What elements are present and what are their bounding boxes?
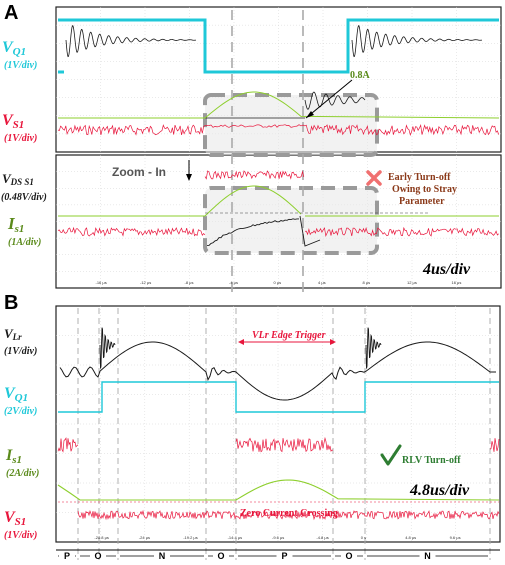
scale-vs1-a: (1V/div) — [4, 133, 37, 144]
zoom-target-box — [203, 186, 379, 255]
scale-vq1-a: (1V/div) — [4, 60, 37, 71]
current-annotation-pointer — [305, 79, 353, 119]
rlv-note: RLV Turn-off — [402, 455, 461, 466]
vlr-spike-b-1 — [99, 327, 116, 369]
vs1-noise-a-left — [57, 124, 206, 136]
vlr-trace-b — [59, 341, 496, 401]
scale-vlr-b: (1V/div) — [4, 346, 37, 357]
edge-trigger-arrow-left — [238, 339, 244, 345]
vs1-noise-a-lower-left — [57, 226, 206, 237]
scale-vq1-b: (2V/div) — [4, 406, 37, 417]
tick-label-a: 16 μs — [452, 280, 462, 285]
panel-a-time-div: 4us/div — [422, 261, 471, 278]
vs1-noise-a-lower-right — [304, 226, 499, 237]
label-vq1-a: VQ1 — [2, 39, 26, 58]
is1-noise-b-mid — [235, 436, 334, 453]
tick-label-a: -16 μs — [96, 280, 107, 285]
zoom-in-label: Zoom - In — [112, 165, 166, 179]
current-annotation-arrowhead — [306, 111, 314, 118]
tick-label-b: -28.8 μs — [94, 535, 109, 540]
tick-label-b: -9.6 μs — [272, 535, 284, 540]
vlr-ring-a-3 — [304, 91, 366, 110]
segment-label: P — [64, 551, 70, 561]
panel-a-letter: A — [4, 2, 18, 24]
panel-b-grid — [56, 306, 500, 542]
scale-is1-b: (2A/div) — [6, 468, 39, 479]
segment-label: N — [424, 551, 431, 561]
early-note-line-1: Early Turn-off — [388, 172, 451, 183]
tick-label-b: 9.6 μs — [450, 535, 461, 540]
scale-vs1-b: (1V/div) — [4, 530, 37, 541]
tick-label-a: -4 μs — [229, 280, 238, 285]
tick-label-a: 0 μs — [274, 280, 282, 285]
tick-label-a: 4 μs — [318, 280, 326, 285]
edge-trigger-label: VLr Edge Trigger — [252, 330, 326, 341]
tick-label-b: -4.8 μs — [316, 535, 328, 540]
vlr-spike-b-2 — [365, 327, 382, 369]
vq1-trace-a — [58, 18, 499, 74]
early-note-line-2: Owing to Stray — [392, 184, 457, 195]
tick-label-a: -8 μs — [185, 280, 194, 285]
is1-trace-b — [57, 479, 500, 501]
segment-label: O — [217, 551, 224, 561]
tick-label-b: -14.4 μs — [228, 535, 243, 540]
zoom-in-arrowhead — [186, 174, 192, 181]
tick-label-a: 12 μs — [407, 280, 417, 285]
vlr-ring-a-2 — [351, 25, 483, 58]
label-vlr-b: VLr — [4, 326, 22, 342]
scale-vds-a: (0.48V/div) — [1, 192, 47, 203]
tick-label-b: 4.8 μs — [405, 535, 416, 540]
panel-a-ticks: -16 μs -12 μs -8 μs -4 μs 0 μs 4 μs 8 μs 12 μs 1… — [96, 280, 462, 285]
is1-trace-a-upper — [58, 91, 500, 119]
tick-label-b: -19.2 μs — [183, 535, 198, 540]
zoom-source-box — [203, 93, 379, 157]
segment-label: N — [159, 551, 166, 561]
vds-trace-a — [206, 218, 300, 246]
tick-label-a: -12 μs — [140, 280, 151, 285]
is1-noise-b-left — [57, 437, 79, 453]
segment-label: O — [94, 551, 101, 561]
edge-trigger-arrow-right — [330, 339, 336, 345]
vlr-ring-a-1 — [65, 25, 197, 58]
cross-icon — [366, 170, 382, 186]
label-is1-a: Is1 — [7, 214, 24, 235]
tick-label-b: 0 s — [361, 535, 366, 540]
tick-label-a: 8 μs — [363, 280, 371, 285]
tick-label-b: -24 μs — [139, 535, 150, 540]
label-vds-a: VDS S1 — [2, 171, 34, 187]
vds-trace-a-drop — [299, 215, 321, 247]
current-annotation: 0.8A — [350, 70, 371, 81]
panel-b-ticks: -28.8 μs -24 μs -19.2 μs -14.4 μs -9.6 μs -4.… — [94, 535, 460, 540]
is1-noise-b-right — [489, 438, 500, 452]
label-vs1-b: VS1 — [4, 509, 26, 528]
vs1-noise-a-right — [304, 123, 500, 137]
panel-b-time-div: 4.8us/div — [409, 482, 470, 499]
scale-is1-a: (1A/div) — [8, 237, 41, 248]
label-vq1-b: VQ1 — [4, 385, 28, 404]
segment-label: O — [345, 551, 352, 561]
zero-crossing-label: Zero Current Crossing — [240, 508, 338, 519]
label-is1-b: Is1 — [5, 447, 22, 466]
early-note-line-3: Parameter — [399, 196, 445, 207]
is1-trace-a-lower-arc — [204, 185, 302, 217]
label-vs1-a: VS1 — [2, 112, 24, 131]
check-icon — [380, 444, 402, 466]
vs1-noise-b — [77, 509, 500, 521]
panel-b-letter: B — [4, 292, 18, 314]
panel-b-traces — [57, 327, 500, 521]
vq1-trace-b — [58, 381, 499, 413]
vs1-noise-a-lower-high — [204, 170, 305, 180]
vs1-noise-a-mid — [204, 124, 306, 128]
panel-a-traces — [57, 18, 500, 247]
segment-label: P — [281, 551, 287, 561]
